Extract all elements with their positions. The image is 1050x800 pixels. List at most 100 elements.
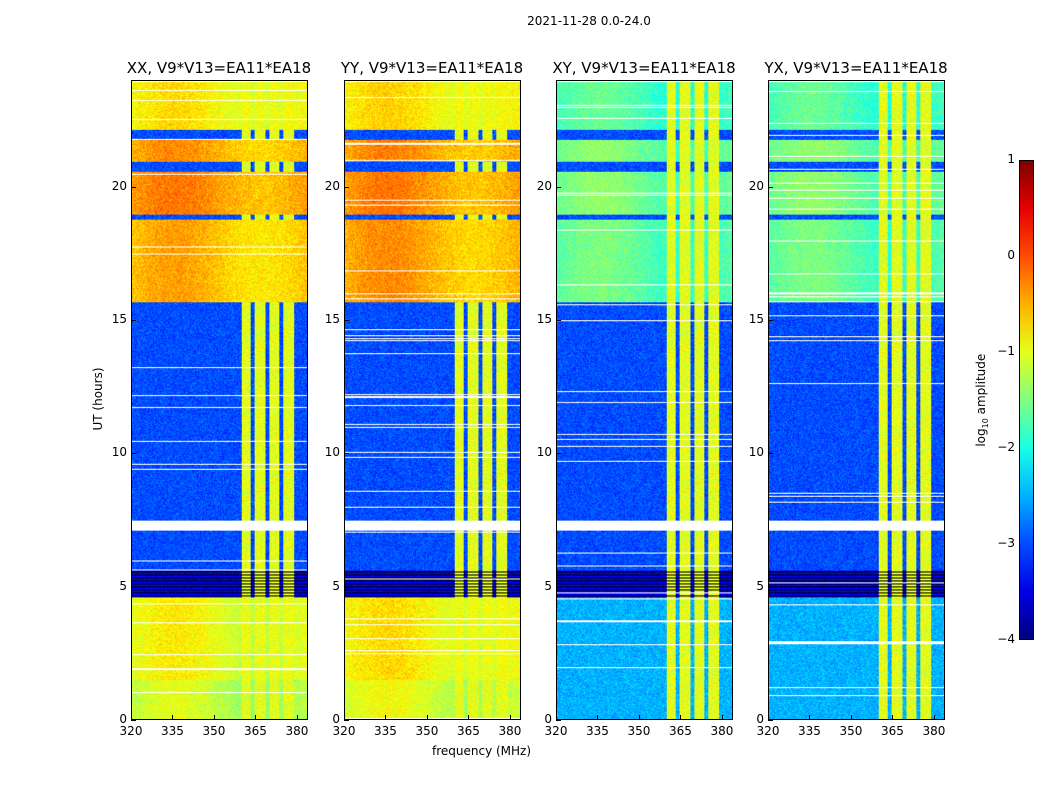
y-tick-label: 0 xyxy=(332,712,340,726)
y-tick-label: 10 xyxy=(324,445,340,460)
x-tick-label: 380 xyxy=(285,724,309,738)
waterfall-panel xyxy=(131,80,308,720)
waterfall-panel xyxy=(768,80,945,720)
y-tick-mark xyxy=(768,320,773,321)
colorbar-tick-label: −1 xyxy=(997,344,1015,358)
x-tick-label: 350 xyxy=(415,724,439,738)
y-tick-label: 5 xyxy=(332,578,340,593)
x-tick-label: 335 xyxy=(374,724,397,738)
y-tick-mark xyxy=(556,586,561,588)
x-tick-mark xyxy=(721,715,723,720)
x-tick-mark xyxy=(296,715,298,720)
colorbar xyxy=(1019,160,1034,640)
y-tick-label: 15 xyxy=(748,312,764,326)
y-tick-label: 10 xyxy=(748,445,764,460)
y-tick-label: 5 xyxy=(544,578,552,593)
y-tick-mark xyxy=(768,720,773,721)
x-axis-label: frequency (MHz) xyxy=(432,744,532,758)
x-tick-label: 350 xyxy=(839,724,863,738)
y-tick-mark xyxy=(344,453,349,455)
x-tick-mark xyxy=(131,715,132,720)
y-tick-mark xyxy=(344,586,349,588)
y-tick-label: 10 xyxy=(111,445,127,460)
x-tick-mark xyxy=(597,715,599,720)
y-tick-mark xyxy=(131,720,136,721)
x-tick-mark xyxy=(680,715,682,720)
x-tick-mark xyxy=(809,715,811,720)
waterfall-panel xyxy=(556,80,733,720)
colorbar-tick-label: 0 xyxy=(1007,248,1015,262)
colorbar-tick-label: 1 xyxy=(1007,152,1015,166)
figure-title: 2021-11-28 0.0-24.0 xyxy=(527,14,651,28)
x-tick-label: 380 xyxy=(922,724,946,738)
y-tick-mark xyxy=(556,320,561,321)
panel-title: YX, V9*V13=EA11*EA18 xyxy=(764,59,948,77)
x-tick-mark xyxy=(213,715,215,720)
y-tick-mark xyxy=(556,720,561,721)
x-tick-label: 380 xyxy=(710,724,734,738)
colorbar-tick-label: −2 xyxy=(997,440,1015,454)
x-tick-label: 320 xyxy=(544,724,568,738)
x-tick-mark xyxy=(556,715,557,720)
y-tick-label: 15 xyxy=(536,312,552,326)
x-tick-label: 335 xyxy=(798,724,821,738)
y-tick-label: 20 xyxy=(111,178,127,193)
colorbar-label-sub: 10 xyxy=(981,418,991,429)
y-tick-mark xyxy=(344,720,349,721)
x-tick-mark xyxy=(468,715,470,720)
y-tick-label: 20 xyxy=(748,178,764,193)
x-tick-label: 320 xyxy=(119,724,143,738)
x-tick-label: 320 xyxy=(332,724,356,738)
panel-title: XY, V9*V13=EA11*EA18 xyxy=(552,59,736,77)
waterfall-panel xyxy=(344,80,521,720)
y-tick-label: 0 xyxy=(119,712,127,726)
y-tick-label: 20 xyxy=(324,178,340,193)
x-tick-mark xyxy=(344,715,345,720)
x-tick-label: 335 xyxy=(586,724,609,738)
x-tick-label: 365 xyxy=(669,724,692,738)
x-tick-mark xyxy=(892,715,894,720)
y-tick-mark xyxy=(344,186,349,188)
x-tick-label: 380 xyxy=(498,724,522,738)
y-tick-mark xyxy=(344,320,349,321)
y-tick-label: 10 xyxy=(536,445,552,460)
panel-title: XX, V9*V13=EA11*EA18 xyxy=(126,59,312,77)
x-tick-mark xyxy=(638,715,640,720)
x-tick-label: 365 xyxy=(457,724,480,738)
y-tick-label: 0 xyxy=(756,712,764,726)
y-tick-mark xyxy=(131,453,136,455)
colorbar-label-main: log xyxy=(973,428,988,447)
x-tick-mark xyxy=(255,715,257,720)
x-tick-mark xyxy=(426,715,428,720)
y-tick-mark xyxy=(768,586,773,588)
x-tick-label: 320 xyxy=(756,724,780,738)
y-tick-label: 15 xyxy=(324,312,340,326)
y-tick-mark xyxy=(556,453,561,455)
y-tick-mark xyxy=(131,186,136,188)
waterfall-heatmap xyxy=(132,81,307,719)
y-tick-label: 5 xyxy=(119,578,127,593)
x-tick-label: 365 xyxy=(881,724,904,738)
x-tick-mark xyxy=(768,715,769,720)
x-tick-mark xyxy=(850,715,852,720)
x-tick-mark xyxy=(933,715,935,720)
panel-title: YY, V9*V13=EA11*EA18 xyxy=(340,59,524,77)
waterfall-heatmap xyxy=(769,81,944,719)
y-tick-mark xyxy=(768,186,773,188)
waterfall-heatmap xyxy=(557,81,732,719)
y-tick-mark xyxy=(768,453,773,455)
x-tick-label: 350 xyxy=(202,724,226,738)
y-tick-label: 20 xyxy=(536,178,552,193)
colorbar-label: log10 amplitude xyxy=(974,345,990,455)
y-tick-label: 15 xyxy=(111,312,127,326)
y-tick-label: 0 xyxy=(544,712,552,726)
colorbar-label-tail: amplitude xyxy=(973,353,988,419)
x-tick-mark xyxy=(172,715,174,720)
colorbar-tick-label: −4 xyxy=(997,632,1015,646)
x-tick-mark xyxy=(385,715,387,720)
y-tick-label: 5 xyxy=(756,578,764,593)
x-tick-label: 335 xyxy=(161,724,184,738)
y-axis-label: UT (hours) xyxy=(91,367,105,431)
waterfall-heatmap xyxy=(345,81,520,719)
